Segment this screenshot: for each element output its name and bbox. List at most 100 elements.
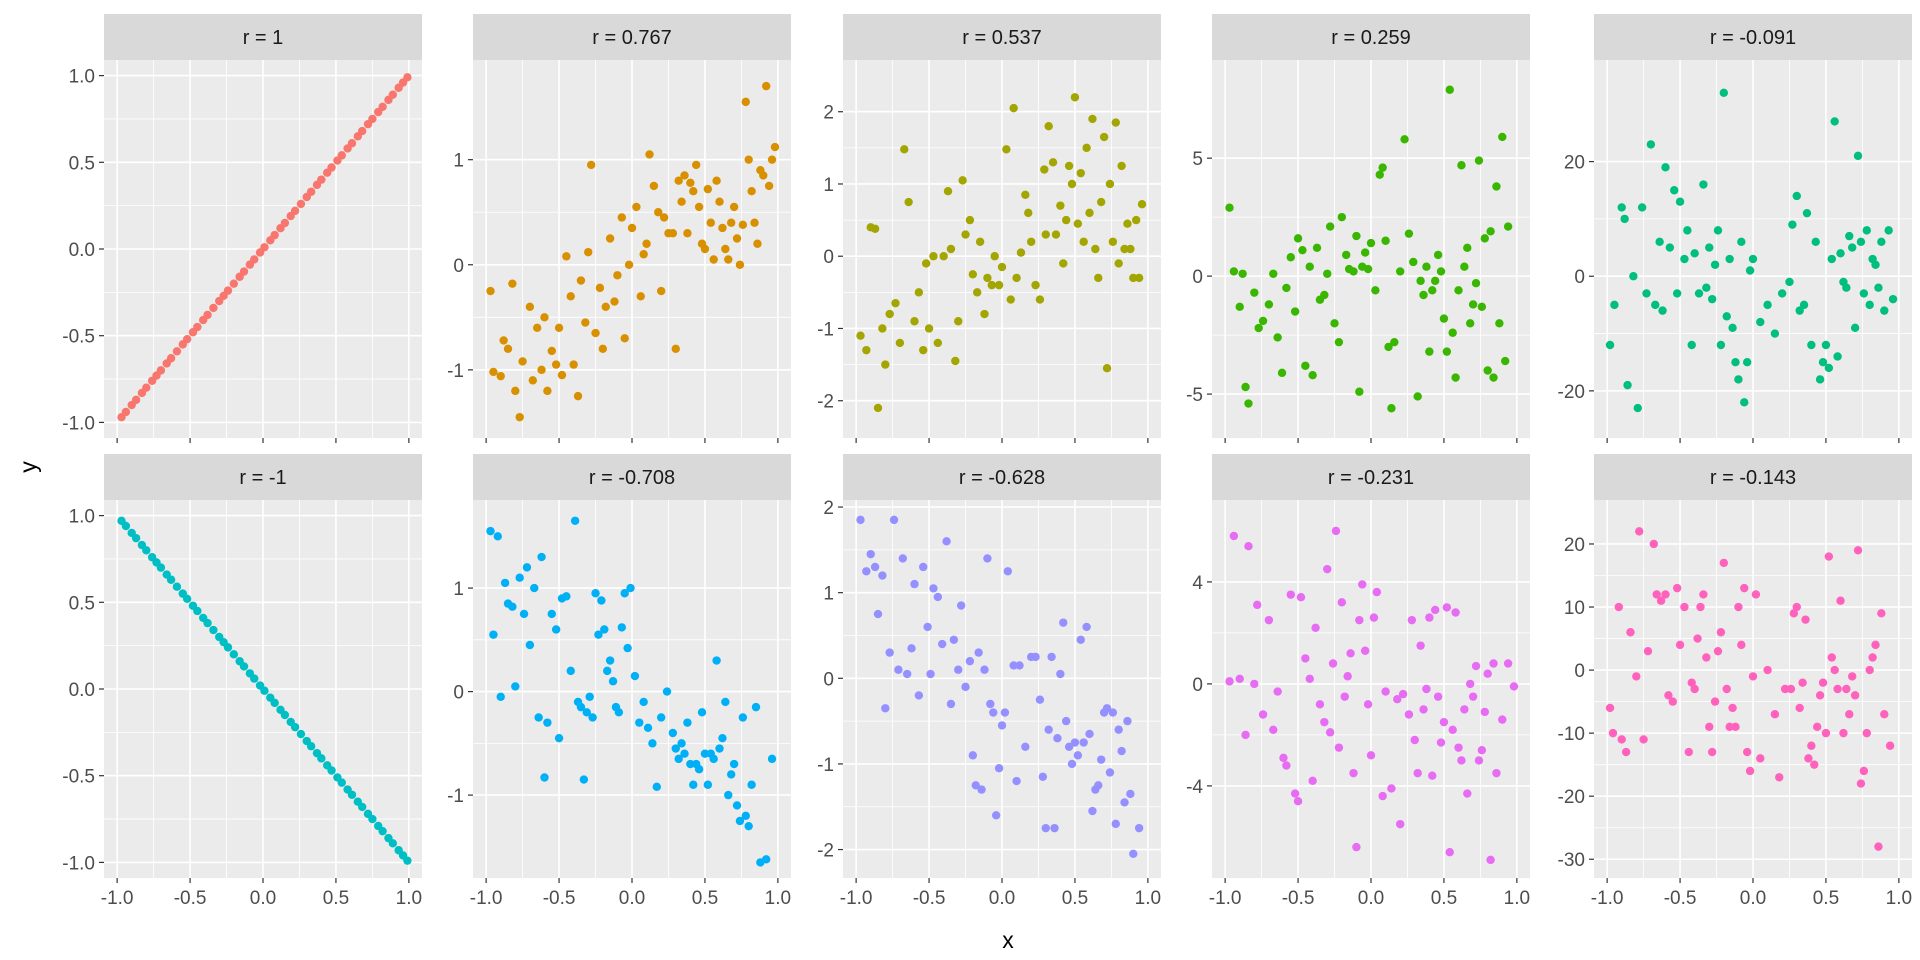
data-point [603,666,612,676]
data-point [403,856,412,865]
data-point [1323,564,1332,574]
data-point [1874,283,1883,292]
data-point [1707,747,1717,757]
x-axis-title: x [1002,927,1014,953]
data-point [1323,269,1332,278]
data-point [939,252,948,261]
data-point [588,713,597,722]
y-tick-label: 0 [1192,675,1203,696]
data-point [1273,687,1282,696]
data-point [878,571,887,580]
data-point [1108,237,1118,246]
y-tick-label: -1 [447,361,464,382]
data-point [1132,215,1141,225]
data-point [1088,114,1097,124]
data-point [1264,300,1274,309]
data-points [117,516,412,865]
data-point [627,223,637,233]
data-point [674,754,683,764]
data-point [1035,695,1045,704]
data-point [1279,753,1288,763]
data-point [1352,231,1361,241]
data-point [1096,197,1106,207]
data-point [937,639,947,649]
data-point [617,623,626,632]
y-tick-label: 1 [823,584,834,605]
data-point [738,220,748,230]
data-point [943,187,953,196]
data-point [250,674,259,683]
data-point [642,239,651,248]
data-point [753,239,762,248]
data-point [554,733,564,743]
data-point [1355,387,1364,396]
data-point [579,775,589,784]
data-point [1035,295,1045,304]
data-point [919,345,928,355]
data-point [1492,182,1501,191]
data-point [1649,539,1659,549]
data-point [933,338,943,348]
data-point [1082,143,1091,153]
data-point [1827,254,1836,264]
data-point [1661,590,1670,599]
data-point [1614,602,1623,612]
data-point [900,145,909,154]
data-point [1015,661,1024,670]
data-point [1250,679,1259,689]
data-point [1337,598,1347,607]
data-point [1079,738,1088,747]
data-point [525,302,535,311]
data-point [1061,716,1071,726]
data-point [229,650,239,659]
data-point [1244,542,1253,551]
data-point [1387,784,1396,793]
data-point [1073,219,1083,228]
data-points [1225,526,1519,865]
data-point [1465,679,1475,689]
data-point [1608,728,1618,738]
data-point [1463,243,1472,253]
data-point [534,713,543,722]
data-point [1474,156,1484,165]
data-point [403,73,412,82]
data-point [1343,672,1352,681]
data-point [735,260,745,269]
data-point [1308,776,1317,785]
data-point [703,780,713,789]
data-point [1235,302,1244,311]
data-point [1422,262,1431,271]
data-point [591,589,600,598]
data-point [1024,208,1033,218]
data-point [1483,366,1492,375]
data-point [566,666,575,676]
data-point [1334,337,1344,347]
data-point [1451,373,1460,382]
data-point [547,609,556,619]
data-point [166,575,176,584]
data-point [260,243,269,252]
facet-strip [473,454,791,500]
data-points [1605,88,1898,413]
data-point [921,259,931,268]
data-point [1680,254,1689,264]
data-point [990,252,999,261]
data-point [327,766,336,775]
data-point [1363,264,1373,274]
data-point [1853,151,1863,161]
data-point [1656,596,1666,605]
data-point [1000,708,1010,717]
data-point [919,562,928,572]
data-point [239,662,249,671]
data-point [1463,789,1472,798]
data-point [613,271,622,280]
data-point [680,171,689,180]
data-point [1707,294,1717,304]
data-point [203,310,212,320]
data-point [626,583,635,593]
data-point [659,213,669,222]
data-point [1123,219,1132,228]
data-point [1225,677,1234,686]
data-point [1696,602,1705,612]
data-point [508,602,517,611]
